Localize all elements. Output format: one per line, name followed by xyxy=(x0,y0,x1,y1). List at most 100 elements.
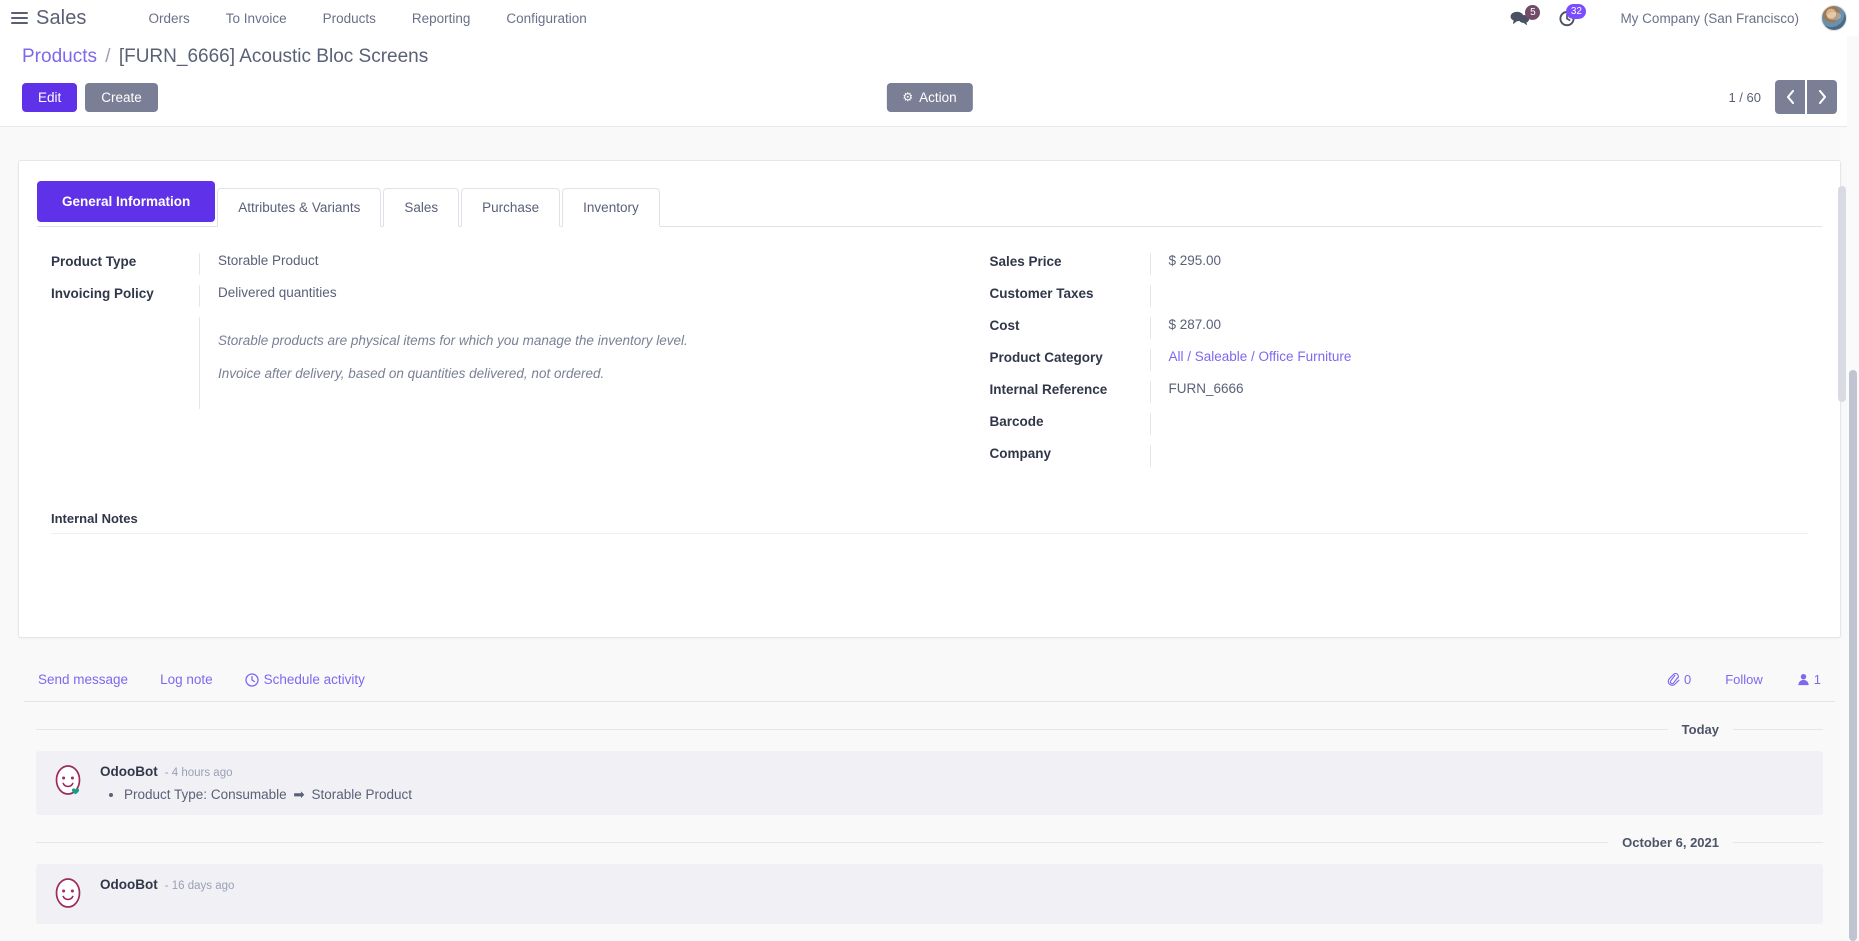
hamburger-bar xyxy=(10,17,28,19)
separator-line xyxy=(36,842,1609,843)
message-item: OdooBot - 16 days ago xyxy=(36,864,1823,924)
user-icon xyxy=(1798,674,1809,686)
pager-value: 1 / 60 xyxy=(1728,89,1761,105)
date-separator-label: October 6, 2021 xyxy=(1622,835,1719,850)
attachment-count: 0 xyxy=(1683,672,1692,687)
message-item: OdooBot - 4 hours ago Product Type: Cons… xyxy=(36,751,1823,815)
hamburger-bar xyxy=(10,12,28,14)
field-sales-price: Sales Price $ 295.00 xyxy=(990,253,1809,275)
tab-purchase[interactable]: Purchase xyxy=(461,188,561,227)
note-spacer xyxy=(51,317,199,350)
tab-inventory[interactable]: Inventory xyxy=(562,188,660,227)
form-view-container: General Information Attributes & Variant… xyxy=(0,146,1859,924)
activities-menu[interactable]: 32 xyxy=(1544,4,1590,27)
message-timestamp: - 4 hours ago xyxy=(164,767,233,779)
chatter-topbar: Send message Log note Schedule activity xyxy=(24,660,1835,702)
field-cost: Cost $ 287.00 xyxy=(990,317,1809,339)
hamburger-icon[interactable] xyxy=(6,5,32,31)
separator-line xyxy=(1733,729,1823,730)
field-label-product-type: Product Type xyxy=(51,254,137,269)
paperclip-icon xyxy=(1667,673,1680,686)
field-value-invoicing-policy[interactable]: Delivered quantities xyxy=(199,285,930,307)
field-value-product-category[interactable]: All / Saleable / Office Furniture xyxy=(1149,349,1809,371)
menu-item-products[interactable]: Products xyxy=(322,10,376,26)
field-label-company: Company xyxy=(989,446,1052,461)
schedule-activity-label: Schedule activity xyxy=(263,672,365,687)
field-label-customer-taxes: Customer Taxes xyxy=(989,286,1094,301)
field-label-barcode: Barcode xyxy=(989,414,1044,429)
note-filler-text xyxy=(199,383,930,409)
chatter-topbar-right: 0 Follow 1 xyxy=(1633,672,1821,687)
chevron-left-icon xyxy=(1786,90,1794,104)
field-customer-taxes: Customer Taxes xyxy=(990,285,1809,307)
clock-icon xyxy=(244,672,259,687)
company-switcher[interactable]: My Company (San Francisco) xyxy=(1620,10,1799,26)
create-button[interactable]: Create xyxy=(85,82,158,112)
note-filler xyxy=(51,383,930,409)
send-message-button[interactable]: Send message xyxy=(38,672,129,687)
tab-sales[interactable]: Sales xyxy=(383,188,460,227)
page-scroll-area: Products / [FURN_6666] Acoustic Bloc Scr… xyxy=(0,36,1859,941)
action-button[interactable]: ⚙ Action xyxy=(886,82,973,112)
pager-next-button[interactable] xyxy=(1807,80,1837,114)
message-header: OdooBot - 16 days ago xyxy=(100,877,1809,892)
field-value-sales-price[interactable]: $ 295.00 xyxy=(1149,253,1809,275)
field-label-internal-reference: Internal Reference xyxy=(989,382,1108,397)
page-scrollbar-thumb[interactable] xyxy=(1849,370,1857,941)
internal-notes-input[interactable] xyxy=(51,533,1808,611)
field-value-barcode[interactable] xyxy=(1149,413,1809,435)
log-note-button[interactable]: Log note xyxy=(160,672,213,687)
tracking-old-value: Consumable xyxy=(210,787,287,802)
navbar-systray: 5 32 My Company (San Francisco) xyxy=(1496,4,1847,31)
menu-item-to-invoice[interactable]: To Invoice xyxy=(225,10,287,26)
avatar xyxy=(50,763,86,799)
field-company: Company xyxy=(990,445,1809,467)
field-label-product-category: Product Category xyxy=(989,350,1103,365)
date-separator-today: Today xyxy=(36,722,1823,737)
breadcrumb-root-link[interactable]: Products xyxy=(22,46,97,67)
message-author: OdooBot xyxy=(100,877,158,892)
field-value-cost[interactable]: $ 287.00 xyxy=(1149,317,1809,339)
user-avatar[interactable] xyxy=(1821,5,1847,31)
arrow-right-icon: ➡ xyxy=(293,787,305,802)
form-scrollbar-thumb[interactable] xyxy=(1838,186,1846,402)
app-brand[interactable]: Sales xyxy=(36,6,87,29)
follow-button[interactable]: Follow xyxy=(1725,672,1763,687)
field-value-company[interactable] xyxy=(1149,445,1809,467)
form-scrollbar[interactable] xyxy=(1837,186,1847,941)
field-value-customer-taxes[interactable] xyxy=(1149,285,1809,307)
page-scrollbar[interactable] xyxy=(1847,36,1859,941)
note-spacer xyxy=(51,383,199,409)
menu-item-configuration[interactable]: Configuration xyxy=(506,10,587,26)
main-menu: Orders To Invoice Products Reporting Con… xyxy=(131,3,605,34)
pager-previous-button[interactable] xyxy=(1775,80,1805,114)
record-pager: 1 / 60 xyxy=(1728,80,1837,114)
note-spacer xyxy=(51,350,199,383)
separator-line xyxy=(36,729,1668,730)
odoobot-avatar-icon xyxy=(55,765,81,795)
followers-button[interactable]: 1 xyxy=(1797,672,1821,687)
top-navbar: Sales Orders To Invoice Products Reporti… xyxy=(0,0,1859,36)
tracking-new-value: Storable Product xyxy=(311,787,413,802)
messages-menu[interactable]: 5 xyxy=(1496,5,1544,26)
message-timestamp: - 16 days ago xyxy=(164,880,235,892)
attachments-button[interactable]: 0 xyxy=(1667,672,1691,687)
tab-attributes-variants[interactable]: Attributes & Variants xyxy=(217,188,382,227)
field-value-internal-reference[interactable]: FURN_6666 xyxy=(1149,381,1809,403)
chatter: Send message Log note Schedule activity xyxy=(18,660,1841,924)
menu-item-orders[interactable]: Orders xyxy=(148,10,190,26)
menu-item-reporting[interactable]: Reporting xyxy=(411,10,471,26)
message-author: OdooBot xyxy=(100,764,158,779)
breadcrumb-current: [FURN_6666] Acoustic Bloc Screens xyxy=(118,46,429,67)
notebook-tabs: General Information Attributes & Variant… xyxy=(37,181,1822,227)
field-product-type: Product Type Storable Product xyxy=(51,253,930,275)
message-body: OdooBot - 16 days ago xyxy=(100,876,1809,912)
tab-general-information[interactable]: General Information xyxy=(37,181,216,222)
note-text-product-type: Storable products are physical items for… xyxy=(199,317,930,350)
field-invoicing-policy: Invoicing Policy Delivered quantities xyxy=(51,285,930,307)
edit-button[interactable]: Edit xyxy=(22,82,78,112)
form-column-right: Sales Price $ 295.00 Customer Taxes Cost… xyxy=(930,253,1809,477)
field-value-product-type[interactable]: Storable Product xyxy=(199,253,930,275)
note-product-type: Storable products are physical items for… xyxy=(51,317,930,350)
schedule-activity-button[interactable]: Schedule activity xyxy=(244,672,365,687)
